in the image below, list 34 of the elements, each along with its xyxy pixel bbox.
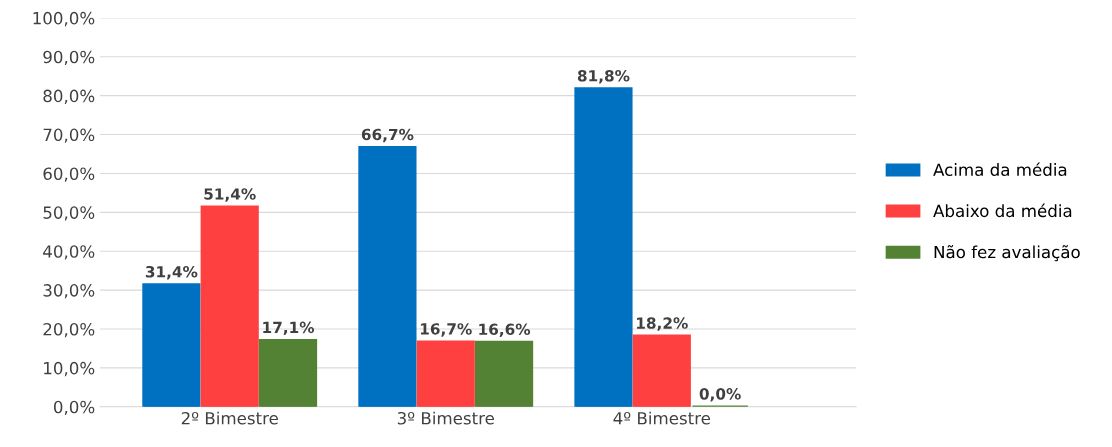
bar: [474, 340, 534, 407]
y-tick-label: 20,0%: [43, 322, 95, 338]
x-tick-label: 4º Bimestre: [613, 411, 711, 425]
data-label: 18,2%: [637, 317, 688, 331]
y-tick-label: 50,0%: [43, 206, 95, 221]
y-tick-label: 10,0%: [44, 361, 95, 377]
data-label: 16,7%: [420, 323, 472, 337]
y-tick-label: 60,0%: [43, 167, 95, 182]
bar: [632, 334, 691, 407]
data-label: 31,4%: [145, 265, 198, 280]
y-tick-label: 70,0%: [43, 128, 95, 143]
bar: [258, 338, 318, 407]
y-tick-label: 80,0%: [43, 89, 95, 104]
x-tick-label: 2º Bimestre: [181, 411, 278, 425]
y-tick-label: 40,0%: [43, 245, 95, 260]
data-label: 16,6%: [479, 323, 531, 338]
bar: [200, 205, 259, 407]
y-tick-label: 0,0%: [53, 400, 95, 416]
data-label: 66,7%: [361, 128, 414, 143]
bar: [574, 87, 633, 407]
bar: [416, 340, 475, 407]
y-tick-label: 90,0%: [43, 50, 95, 66]
bar: [358, 145, 417, 407]
data-label: 0,0%: [699, 388, 741, 402]
legend-label: Acima da média: [933, 162, 1067, 177]
bar: [142, 283, 201, 407]
legend-label: Não fez avaliação: [934, 245, 1080, 262]
legend-label: Abaixo da média: [933, 203, 1072, 218]
data-label: 81,8%: [577, 69, 630, 84]
x-tick-label: 3º Bimestre: [397, 411, 494, 425]
y-tick-label: 100,0%: [33, 11, 95, 27]
y-tick-label: 30,0%: [43, 284, 95, 299]
data-label: 51,4%: [204, 188, 256, 202]
data-label: 17,1%: [263, 321, 315, 336]
